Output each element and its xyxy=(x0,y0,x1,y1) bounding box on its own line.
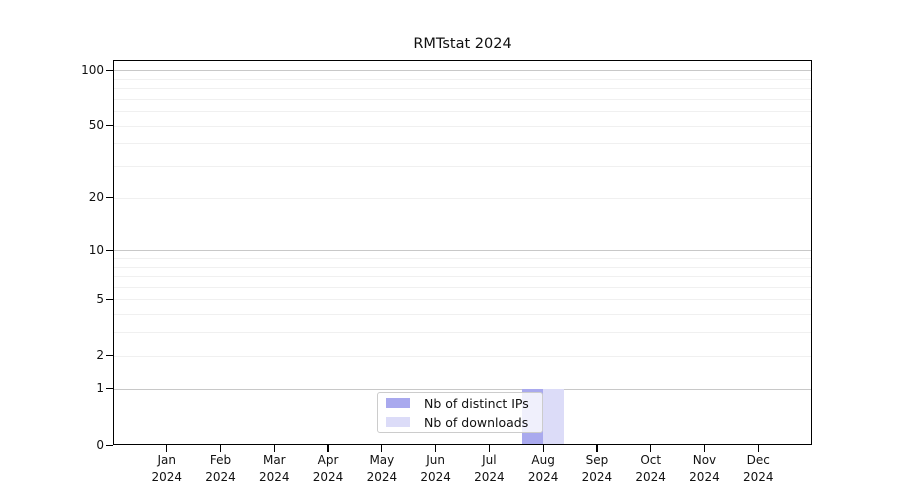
minor-gridline xyxy=(113,314,812,316)
y-tick xyxy=(106,197,113,199)
x-tick-label: Mar 2024 xyxy=(259,453,290,484)
plot-area xyxy=(113,60,812,445)
y-tick-label: 10 xyxy=(88,242,104,257)
x-tick xyxy=(703,445,706,452)
y-tick-label: 0 xyxy=(96,437,104,452)
bar-downloads xyxy=(543,388,565,445)
major-gridline xyxy=(113,388,812,390)
x-tick xyxy=(757,445,759,452)
chart-title: RMTstat 2024 xyxy=(413,36,512,52)
minor-gridline xyxy=(113,78,812,80)
y-tick xyxy=(106,355,113,357)
y-tick xyxy=(106,298,113,301)
legend-swatch-distinct-ips xyxy=(386,397,410,409)
legend-label-distinct-ips: Nb of distinct IPs xyxy=(424,395,529,411)
minor-gridline xyxy=(113,257,812,259)
x-tick xyxy=(488,445,490,452)
major-gridline xyxy=(113,70,812,72)
x-tick xyxy=(166,445,168,452)
minor-gridline xyxy=(113,111,812,113)
legend: Nb of distinct IPs Nb of downloads xyxy=(377,392,543,433)
y-tick xyxy=(106,69,113,71)
x-tick-label: Aug 2024 xyxy=(527,453,559,484)
y-tick-label: 50 xyxy=(88,118,104,133)
x-tick-label: Dec 2024 xyxy=(742,453,774,484)
x-tick xyxy=(650,445,652,452)
legend-label-downloads: Nb of downloads xyxy=(424,414,529,430)
minor-gridline xyxy=(113,125,812,127)
minor-gridline xyxy=(113,166,812,168)
minor-gridline xyxy=(113,286,812,288)
y-tick-label: 1 xyxy=(96,381,104,396)
x-tick-label: Jul 2024 xyxy=(474,453,505,484)
x-tick-label: Oct 2024 xyxy=(635,453,666,484)
major-gridline xyxy=(113,250,812,252)
y-tick-label: 5 xyxy=(96,291,104,306)
minor-gridline xyxy=(113,98,812,100)
x-tick-label: Nov 2024 xyxy=(689,453,720,484)
x-tick xyxy=(596,445,598,452)
y-tick-label: 20 xyxy=(88,190,104,205)
y-tick xyxy=(106,444,113,446)
x-tick-label: Apr 2024 xyxy=(312,453,344,484)
y-tick xyxy=(106,249,113,251)
x-tick xyxy=(327,445,329,452)
y-tick-label: 100 xyxy=(81,62,104,77)
minor-gridline xyxy=(113,197,812,199)
legend-entry-distinct-ips: Nb of distinct IPs xyxy=(378,395,542,411)
x-tick-label: Jan 2024 xyxy=(151,453,183,484)
legend-entry-downloads: Nb of downloads xyxy=(378,414,542,430)
minor-gridline xyxy=(113,332,812,334)
minor-gridline xyxy=(113,266,812,268)
x-tick-label: Feb 2024 xyxy=(205,453,236,484)
x-tick-label: Jun 2024 xyxy=(420,453,451,484)
y-tick xyxy=(106,388,113,390)
x-tick xyxy=(542,445,544,452)
minor-gridline xyxy=(113,355,812,357)
x-tick xyxy=(381,445,383,452)
minor-gridline xyxy=(113,88,812,90)
x-tick-label: May 2024 xyxy=(366,453,398,484)
x-tick xyxy=(435,445,437,452)
x-tick-label: Sep 2024 xyxy=(581,453,613,484)
x-tick xyxy=(219,445,222,452)
legend-swatch-downloads xyxy=(386,416,410,428)
x-tick xyxy=(273,445,275,452)
y-tick xyxy=(106,125,113,127)
minor-gridline xyxy=(113,143,812,145)
minor-gridline xyxy=(113,276,812,278)
minor-gridline xyxy=(113,299,812,301)
y-tick-label: 2 xyxy=(96,348,104,363)
